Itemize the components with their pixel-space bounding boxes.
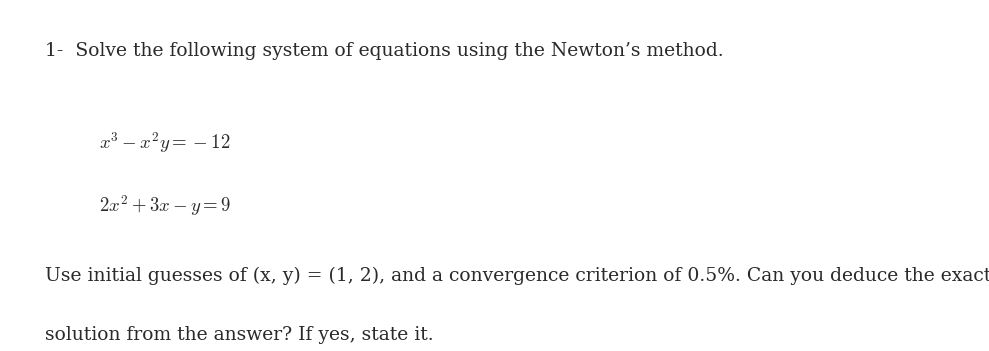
Text: $x^3 - x^2y = -12$: $x^3 - x^2y = -12$ <box>99 130 230 155</box>
Text: $2x^2 + 3x - y = 9$: $2x^2 + 3x - y = 9$ <box>99 193 231 218</box>
Text: Use initial guesses of (x, y) = (1, 2), and a convergence criterion of 0.5%. Can: Use initial guesses of (x, y) = (1, 2), … <box>45 267 989 285</box>
Text: solution from the answer? If yes, state it.: solution from the answer? If yes, state … <box>45 326 433 344</box>
Text: 1-  Solve the following system of equations using the Newton’s method.: 1- Solve the following system of equatio… <box>45 42 723 60</box>
